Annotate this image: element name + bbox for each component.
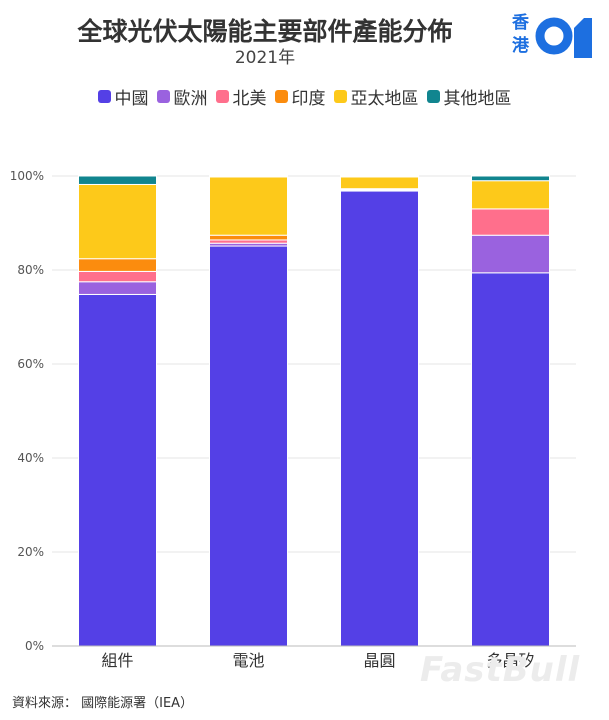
x-tick-label: 電池	[232, 651, 264, 670]
bar-segment[interactable]	[78, 281, 157, 295]
bar-segment[interactable]	[78, 183, 157, 260]
bar-segment[interactable]	[471, 180, 550, 210]
legend-label: 亞太地區	[350, 89, 419, 109]
legend-item[interactable]: 中國	[97, 84, 149, 109]
chart-legend: 中國 歐洲 北美 印度 亞太地區 其他地區	[0, 84, 609, 109]
legend-label: 其他地區	[443, 89, 512, 109]
legend-label: 歐洲	[173, 89, 208, 109]
bar-segment[interactable]	[340, 176, 419, 190]
legend-swatch	[333, 90, 347, 103]
bar-segment[interactable]	[209, 234, 288, 241]
bar-segment[interactable]	[78, 270, 157, 283]
y-tick-label: 40%	[17, 451, 44, 465]
y-axis-ticks: 0% 20% 40% 60% 80% 100%	[10, 169, 44, 653]
legend-label: 印度	[291, 89, 326, 109]
logo-char-2: 港	[512, 36, 529, 56]
watermark-text: FastBull	[420, 650, 581, 690]
hk01-logo: 香 港	[512, 12, 592, 62]
bar-segment[interactable]	[471, 272, 550, 647]
bar-segment[interactable]	[471, 234, 550, 274]
y-tick-label: 80%	[17, 263, 44, 277]
legend-item[interactable]: 亞太地區	[333, 84, 419, 109]
x-axis-ticks: 組件 電池 晶圓 多晶矽	[101, 651, 534, 670]
y-tick-label: 60%	[17, 357, 44, 371]
legend-item[interactable]: 其他地區	[426, 84, 512, 109]
bar-segment[interactable]	[340, 190, 419, 647]
bar-segment[interactable]	[209, 175, 288, 178]
y-tick-label: 20%	[17, 545, 44, 559]
x-tick-label: 晶圓	[363, 651, 395, 670]
legend-item[interactable]: 印度	[274, 84, 326, 109]
bar-segment[interactable]	[471, 175, 550, 182]
bar-segment[interactable]	[209, 245, 288, 647]
y-tick-label: 100%	[10, 169, 44, 183]
legend-swatch	[215, 90, 229, 103]
bar-segment[interactable]	[78, 258, 157, 272]
bars	[78, 175, 550, 647]
chart-title: 全球光伏太陽能主要部件產能分佈	[77, 17, 453, 46]
x-tick-label: 多晶矽	[486, 651, 534, 670]
legend-swatch	[426, 90, 440, 103]
x-tick-label: 組件	[101, 651, 133, 670]
legend-label: 北美	[232, 89, 267, 109]
bar-segment[interactable]	[340, 175, 419, 178]
legend-item[interactable]: 歐洲	[156, 84, 208, 109]
bar-segment[interactable]	[78, 293, 157, 647]
legend-swatch	[97, 90, 111, 103]
source-note: 資料來源： 國際能源署（IEA）	[12, 696, 194, 711]
bar-segment[interactable]	[471, 208, 550, 236]
chart-subtitle: 2021年	[234, 48, 296, 68]
logo-01-icon	[535, 17, 592, 58]
bar-segment[interactable]	[78, 175, 157, 185]
legend-item[interactable]: 北美	[215, 84, 267, 109]
legend-swatch	[156, 90, 170, 103]
legend-label: 中國	[114, 89, 149, 109]
y-tick-label: 0%	[25, 639, 44, 653]
logo-char-1: 香	[512, 13, 529, 33]
bar-segment[interactable]	[209, 176, 288, 236]
legend-swatch	[274, 90, 288, 103]
